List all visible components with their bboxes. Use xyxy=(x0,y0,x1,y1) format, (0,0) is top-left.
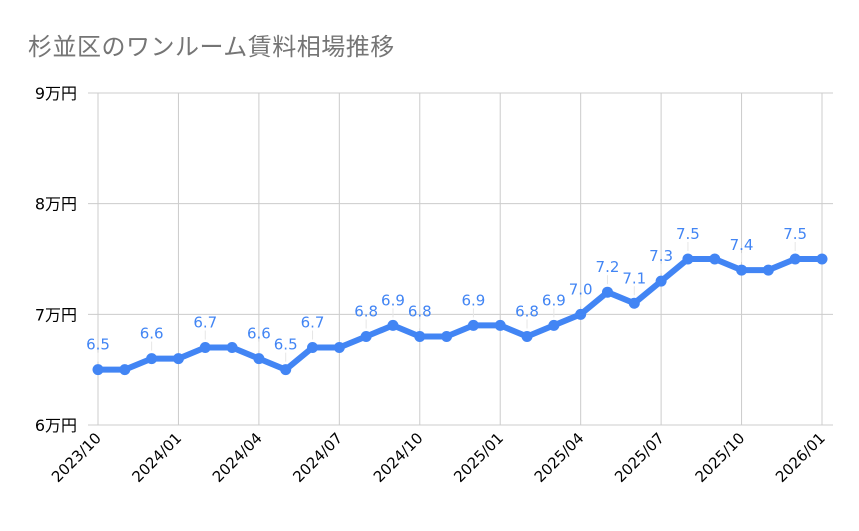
data-point xyxy=(816,253,828,265)
data-point xyxy=(575,308,587,320)
data-label: 7.4 xyxy=(730,236,754,254)
data-label: 7.0 xyxy=(569,280,593,298)
data-point xyxy=(494,319,506,331)
x-tick-label: 2024/10 xyxy=(370,429,427,486)
y-tick-label: 9万円 xyxy=(35,84,77,103)
data-label: 6.8 xyxy=(408,302,432,320)
data-label: 6.8 xyxy=(515,302,539,320)
data-point xyxy=(280,364,292,376)
data-label: 6.6 xyxy=(247,325,271,343)
x-tick-label: 2025/01 xyxy=(450,429,507,486)
data-point xyxy=(789,253,801,265)
data-point xyxy=(736,264,748,276)
data-point xyxy=(92,364,104,376)
data-point xyxy=(601,286,613,298)
data-point xyxy=(441,330,453,342)
data-label: 7.5 xyxy=(783,225,807,243)
x-axis-ticks: 2023/10 2024/01 2024/04 2024/07 2024/10 2025/… xyxy=(48,429,829,486)
y-axis-ticks: 6万円 7万円 8万円 9万円 xyxy=(35,84,77,435)
data-label: 7.3 xyxy=(649,247,673,265)
x-tick-label: 2024/04 xyxy=(209,429,266,486)
data-point xyxy=(548,319,560,331)
x-tick-label: 2025/07 xyxy=(611,429,668,486)
y-tick-label: 7万円 xyxy=(35,305,77,324)
data-label: 6.5 xyxy=(86,336,110,354)
data-point xyxy=(146,353,158,365)
data-point xyxy=(333,342,345,354)
data-label: 7.5 xyxy=(676,225,700,243)
data-label: 7.2 xyxy=(596,258,620,276)
data-point xyxy=(682,253,694,265)
data-label: 6.9 xyxy=(542,291,566,309)
data-label: 7.1 xyxy=(622,269,646,287)
x-tick-label: 2024/01 xyxy=(128,429,185,486)
x-tick-label: 2025/04 xyxy=(531,429,588,486)
series-line xyxy=(95,256,825,373)
gridlines xyxy=(88,92,833,426)
x-tick-label: 2023/10 xyxy=(48,429,105,486)
data-label: 6.9 xyxy=(381,291,405,309)
data-point xyxy=(253,353,265,365)
data-label: 6.5 xyxy=(274,336,298,354)
data-label: 6.9 xyxy=(461,291,485,309)
x-tick-label: 2026/01 xyxy=(772,429,829,486)
data-point xyxy=(762,264,774,276)
data-point xyxy=(387,319,399,331)
data-point xyxy=(307,342,319,354)
data-point xyxy=(655,275,667,287)
data-label: 6.7 xyxy=(193,314,217,332)
data-point xyxy=(628,297,640,309)
data-point xyxy=(709,253,721,265)
data-point xyxy=(199,342,211,354)
data-point xyxy=(467,319,479,331)
data-label: 6.8 xyxy=(354,302,378,320)
data-labels: 6.56.66.76.66.56.76.86.96.86.96.86.97.07… xyxy=(86,225,807,362)
x-tick-label: 2025/10 xyxy=(692,429,749,486)
data-label: 6.6 xyxy=(140,325,164,343)
data-point xyxy=(360,330,372,342)
y-tick-label: 6万円 xyxy=(35,416,77,435)
data-point xyxy=(226,342,238,354)
data-point xyxy=(172,353,184,365)
chart-title: 杉並区のワンルーム賃料相場推移 xyxy=(28,33,395,61)
data-point xyxy=(521,330,533,342)
data-label: 6.7 xyxy=(301,314,325,332)
data-series xyxy=(92,253,828,376)
data-point xyxy=(414,330,426,342)
y-tick-label: 8万円 xyxy=(35,195,77,214)
x-tick-label: 2024/07 xyxy=(289,429,346,486)
data-point xyxy=(119,364,131,376)
